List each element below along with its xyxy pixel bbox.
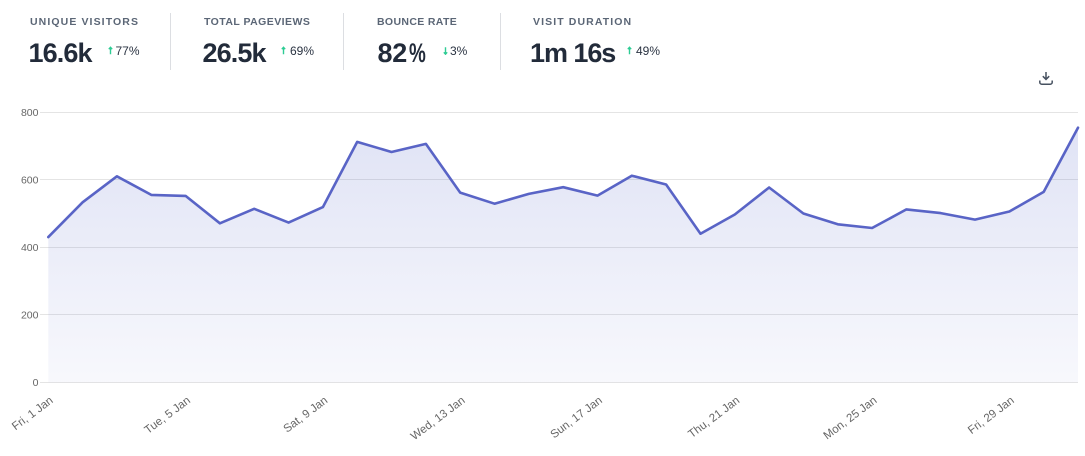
- svg-text:600: 600: [21, 175, 39, 187]
- svg-text:Sun, 17 Jan: Sun, 17 Jan: [549, 395, 605, 442]
- svg-text:Thu, 21 Jan: Thu, 21 Jan: [686, 395, 742, 441]
- svg-text:Sat, 9 Jan: Sat, 9 Jan: [282, 395, 331, 436]
- svg-text:Wed, 13 Jan: Wed, 13 Jan: [409, 395, 468, 443]
- svg-text:Tue, 5 Jan: Tue, 5 Jan: [143, 395, 193, 437]
- svg-text:0: 0: [33, 377, 39, 389]
- svg-text:Fri, 29 Jan: Fri, 29 Jan: [966, 395, 1017, 437]
- svg-text:400: 400: [21, 242, 39, 254]
- svg-text:Fri, 1 Jan: Fri, 1 Jan: [10, 395, 56, 433]
- svg-text:Mon, 25 Jan: Mon, 25 Jan: [822, 395, 880, 443]
- svg-text:200: 200: [21, 310, 39, 322]
- svg-text:800: 800: [21, 107, 39, 119]
